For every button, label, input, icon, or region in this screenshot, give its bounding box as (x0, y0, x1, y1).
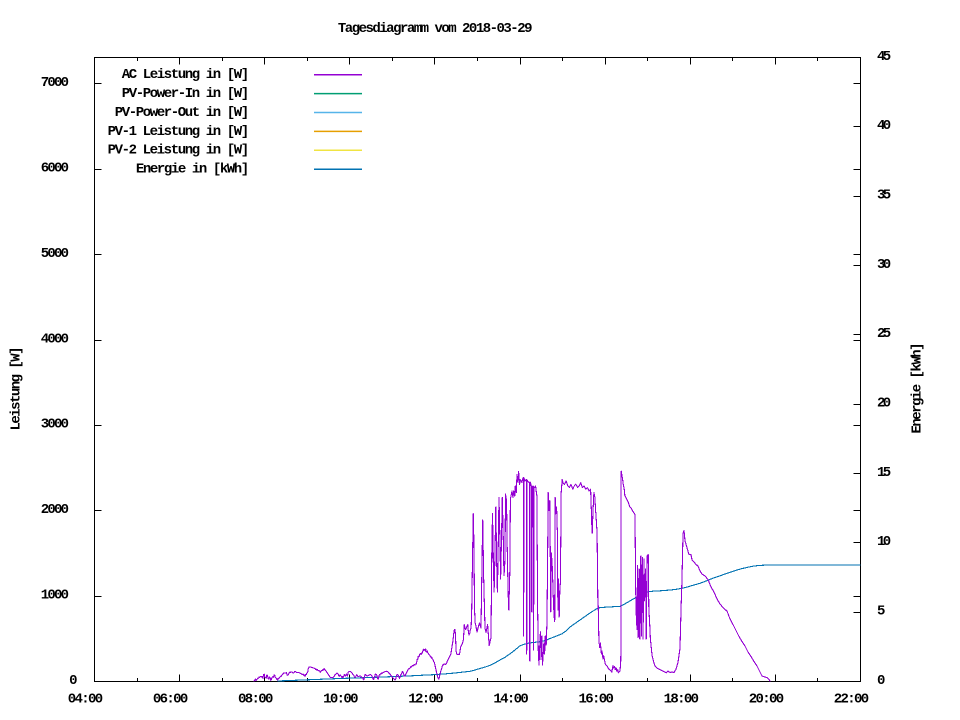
svg-text:20:00: 20:00 (749, 691, 784, 707)
svg-text:06:00: 06:00 (153, 691, 188, 707)
svg-text:AC Leistung in [W]: AC Leistung in [W] (122, 67, 249, 83)
svg-text:3000: 3000 (41, 417, 69, 433)
svg-text:PV-Power-Out in [W]: PV-Power-Out in [W] (115, 105, 250, 121)
svg-text:22:00: 22:00 (834, 691, 869, 707)
svg-text:10:00: 10:00 (323, 691, 358, 707)
svg-text:PV-Power-In in [W]: PV-Power-In in [W] (122, 86, 249, 102)
svg-text:35: 35 (877, 188, 891, 204)
svg-text:1000: 1000 (41, 587, 69, 603)
svg-text:Tagesdiagramm vom 2018-03-29: Tagesdiagramm vom 2018-03-29 (338, 21, 533, 37)
svg-text:20: 20 (877, 396, 891, 412)
svg-text:Leistung [W]: Leistung [W] (8, 347, 24, 431)
svg-text:6000: 6000 (41, 161, 69, 177)
svg-text:0: 0 (69, 673, 77, 689)
svg-text:7000: 7000 (41, 75, 69, 91)
svg-text:Energie [kWh]: Energie [kWh] (910, 343, 926, 434)
svg-text:10: 10 (877, 534, 891, 550)
svg-text:16:00: 16:00 (579, 691, 614, 707)
svg-text:15: 15 (877, 465, 891, 481)
svg-text:25: 25 (877, 326, 891, 342)
svg-text:PV-2 Leistung in [W]: PV-2 Leistung in [W] (108, 143, 250, 159)
svg-text:08:00: 08:00 (238, 691, 273, 707)
svg-text:14:00: 14:00 (493, 691, 528, 707)
svg-text:04:00: 04:00 (68, 691, 103, 707)
svg-text:18:00: 18:00 (664, 691, 699, 707)
svg-text:12:00: 12:00 (408, 691, 443, 707)
svg-text:Energie in [kWh]: Energie in [kWh] (136, 162, 249, 178)
svg-text:30: 30 (877, 257, 891, 273)
svg-text:PV-1 Leistung in [W]: PV-1 Leistung in [W] (108, 124, 250, 140)
svg-text:2000: 2000 (41, 502, 69, 518)
svg-text:5: 5 (877, 604, 885, 620)
svg-text:0: 0 (877, 673, 885, 689)
svg-text:45: 45 (877, 49, 891, 65)
svg-text:40: 40 (877, 118, 891, 134)
svg-text:4000: 4000 (41, 331, 69, 347)
svg-text:5000: 5000 (41, 246, 69, 262)
